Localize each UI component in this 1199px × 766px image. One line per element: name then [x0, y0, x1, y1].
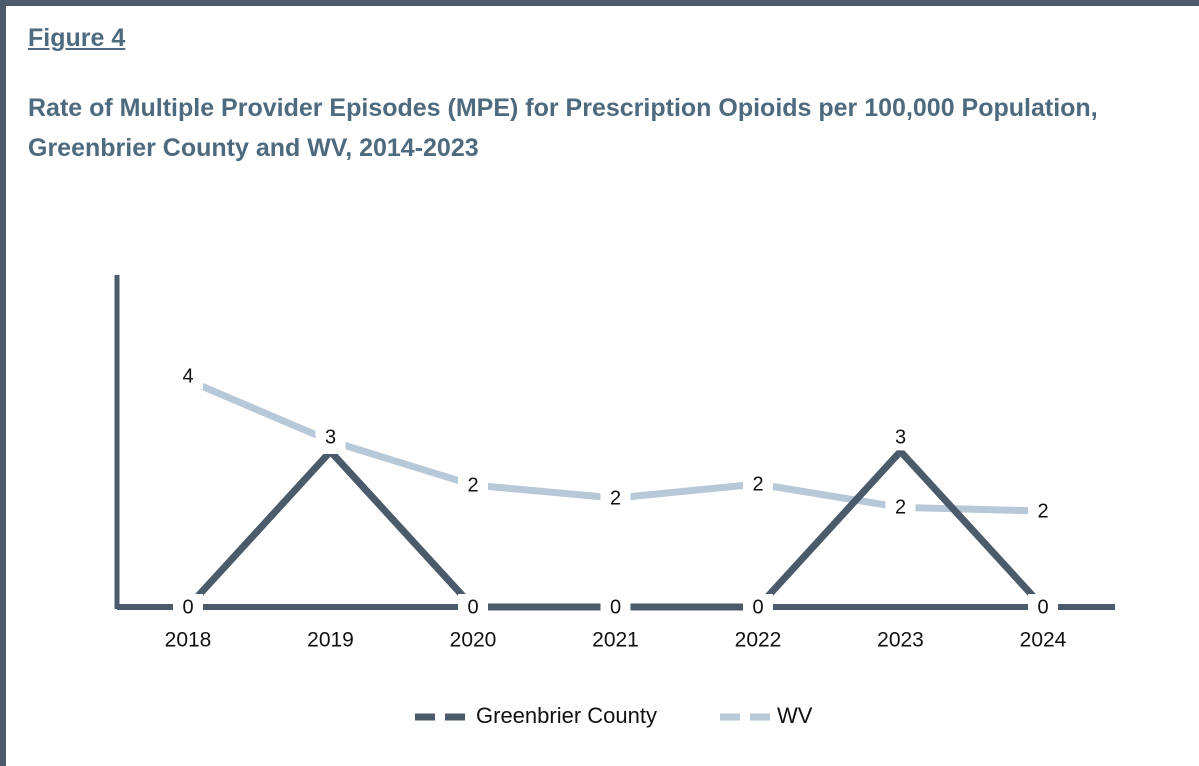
x-tick-label: 2020 [450, 629, 497, 652]
data-label: 0 [182, 596, 193, 618]
data-label: 0 [1037, 596, 1048, 618]
series-line [185, 446, 1046, 611]
label-bg [458, 594, 488, 620]
x-tick-label: 2021 [592, 629, 639, 652]
label-bg [885, 424, 916, 451]
figure-label: Figure 4 [28, 24, 126, 52]
label-bg [315, 424, 346, 451]
legend-label: Greenbrier County [476, 703, 657, 728]
label-bg [1028, 594, 1058, 620]
data-label: 2 [467, 474, 478, 496]
data-label: 0 [610, 596, 621, 618]
data-label: 2 [895, 497, 906, 519]
legend-label: WV [777, 703, 813, 728]
label-bg [1028, 498, 1058, 525]
x-tick-label: 2019 [307, 629, 354, 652]
data-label: 2 [752, 473, 763, 495]
label-bg [885, 494, 916, 521]
data-label: 3 [895, 427, 906, 449]
label-bg [600, 485, 631, 512]
data-label: 0 [752, 596, 763, 618]
x-tick-label: 2024 [1020, 629, 1067, 652]
x-tick-label: 2018 [165, 629, 212, 652]
label-bg [173, 363, 203, 390]
data-label: 2 [1037, 500, 1048, 522]
data-label: 0 [467, 596, 478, 618]
label-bg [458, 472, 488, 499]
data-label: 3 [325, 427, 336, 449]
label-bg [743, 594, 773, 620]
label-bg [743, 471, 773, 498]
x-tick-label: 2023 [877, 629, 924, 652]
label-bg [173, 594, 203, 620]
data-label: 2 [610, 487, 621, 509]
label-bg [600, 594, 631, 620]
chart-title: Rate of Multiple Provider Episodes (MPE)… [28, 94, 1098, 162]
x-tick-label: 2022 [735, 629, 782, 652]
data-label: 4 [182, 366, 193, 388]
